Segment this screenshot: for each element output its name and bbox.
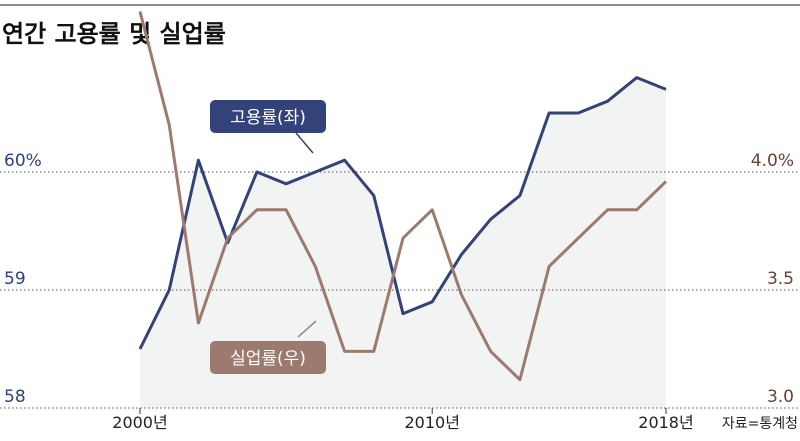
source-note: 자료=통계청 xyxy=(722,416,798,432)
x-axis-tick-label: 2000년 xyxy=(112,413,167,432)
x-axis-tick-label: 2010년 xyxy=(404,413,459,432)
right-axis-tick-label: 3.0 xyxy=(767,387,794,407)
employment-label-box xyxy=(210,100,326,133)
unemployment-label: 실업률(우) xyxy=(230,349,306,369)
x-axis: 2000년 2010년 2018년 xyxy=(112,408,694,432)
unemployment-rate-line xyxy=(138,11,668,382)
employment-rate-line xyxy=(138,76,667,350)
x-axis-tick-label: 2018년 xyxy=(638,413,693,432)
unemployment-label-box xyxy=(210,341,326,374)
unemployment-legend: 실업률(우) xyxy=(210,320,326,374)
unemployment-leader-line xyxy=(297,320,317,338)
right-axis-tick-label: 3.5 xyxy=(767,269,794,289)
right-axis-tick-label: 4.0% xyxy=(751,151,794,171)
chart-title: 연간 고용률 및 실업률 xyxy=(2,20,226,48)
left-axis-tick-label: 59 xyxy=(4,269,26,289)
employment-legend: 고용률(좌) xyxy=(210,100,326,154)
left-axis-tick-label: 60% xyxy=(4,151,42,171)
employment-leader-line xyxy=(295,132,314,154)
gridlines: 58 3.0 59 3.5 60% 4.0% xyxy=(0,151,800,409)
left-axis-tick-label: 58 xyxy=(4,387,26,407)
employment-label: 고용률(좌) xyxy=(230,108,306,128)
